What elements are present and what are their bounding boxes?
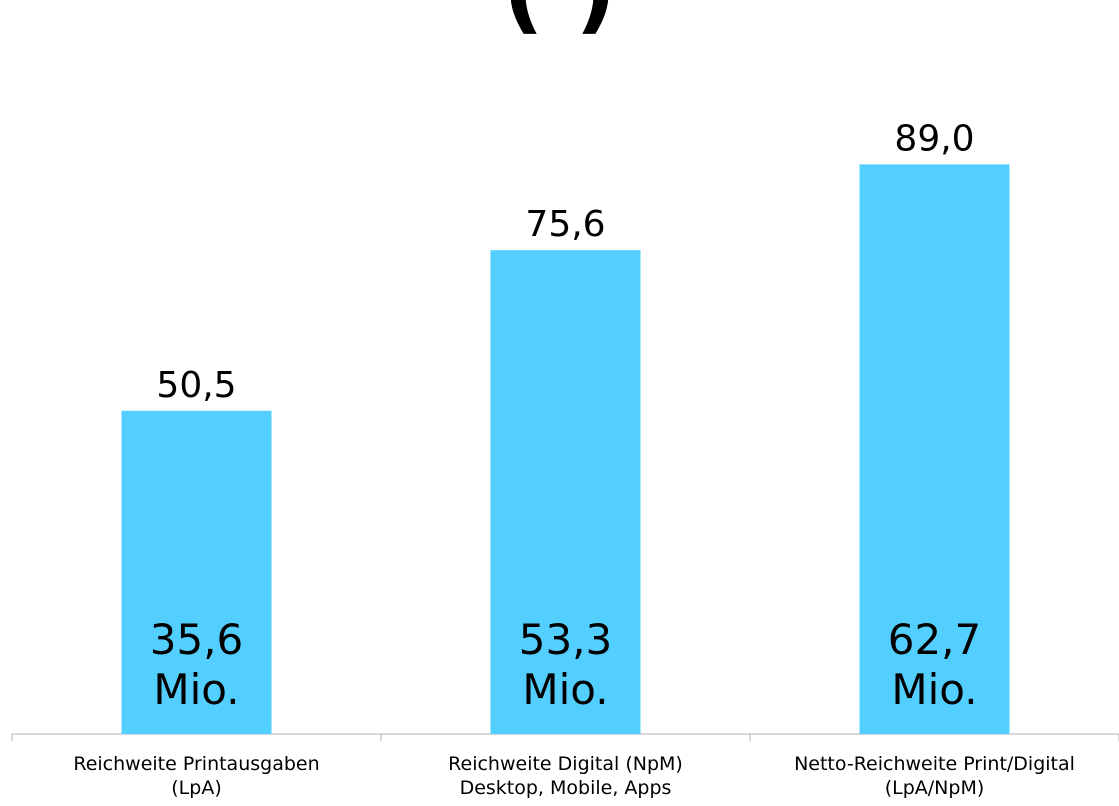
bar: [121, 410, 272, 734]
category-tick-label: Reichweite Printausgaben (LpA): [73, 753, 319, 799]
bar-inner-label: 53,3 Mio.: [519, 615, 613, 714]
bar-inner-label: 35,6 Mio.: [150, 615, 244, 714]
bar: [490, 250, 641, 734]
category-tick-label: Netto-Reichweite Print/Digital (LpA/NpM): [794, 753, 1075, 799]
chart-title: ( ): [0, 0, 1119, 42]
bar-inner-label: 62,7 Mio.: [888, 615, 982, 714]
category-tick-label: Reichweite Digital (NpM) Desktop, Mobile,…: [448, 753, 683, 799]
bar-value-label: 50,5: [156, 365, 236, 406]
bar-value-label: 89,0: [894, 118, 974, 159]
bar-value-label: 75,6: [525, 204, 605, 245]
bar: [859, 164, 1010, 734]
